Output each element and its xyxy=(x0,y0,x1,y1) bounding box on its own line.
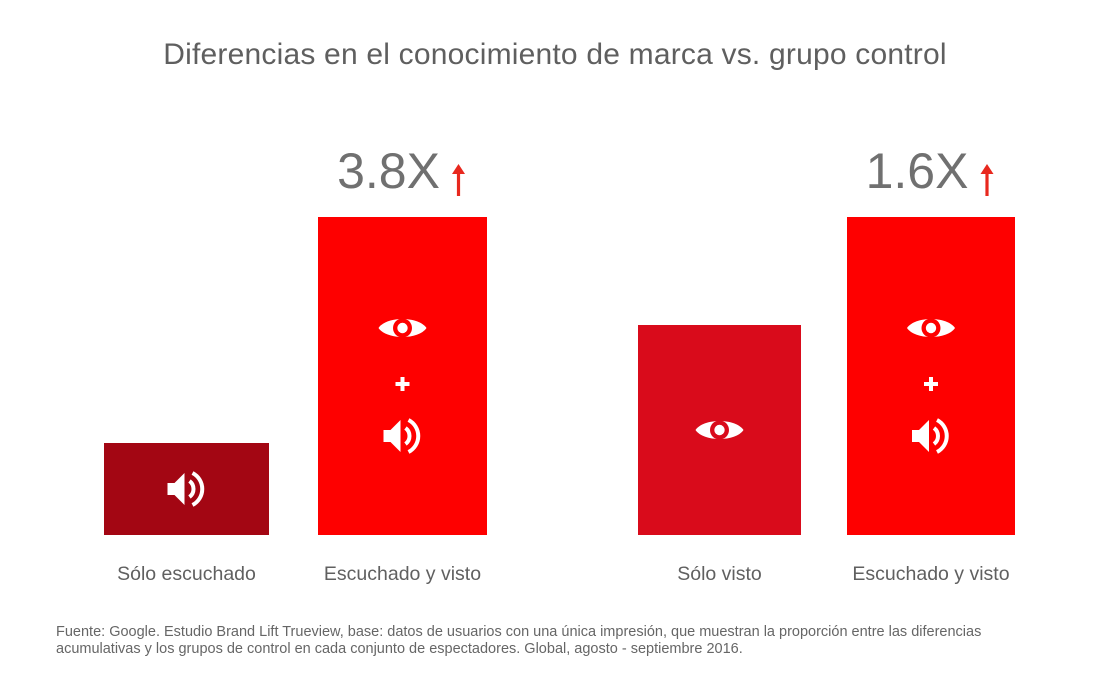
bar xyxy=(104,443,269,535)
speaker-icon xyxy=(167,471,205,507)
multiplier-label: 1.6X xyxy=(866,143,969,199)
eye-icon xyxy=(907,318,955,338)
eye-icon xyxy=(695,420,744,440)
up-arrow-icon xyxy=(452,164,465,196)
bar-group xyxy=(638,325,801,535)
bar-group xyxy=(104,443,269,535)
bar xyxy=(847,217,1015,535)
bar-group xyxy=(318,217,487,535)
multiplier-label: 3.8X xyxy=(337,143,440,199)
up-arrow-icon xyxy=(980,164,994,196)
source-footnote: Fuente: Google. Estudio Brand Lift Truev… xyxy=(56,624,982,657)
speaker-icon xyxy=(912,418,949,454)
eye-icon xyxy=(378,318,427,338)
category-label: Escuchado y visto xyxy=(852,563,1009,585)
bar-group xyxy=(847,217,1015,535)
category-label: Sólo escuchado xyxy=(117,563,256,585)
category-label: Sólo visto xyxy=(677,563,762,585)
category-label: Escuchado y visto xyxy=(324,563,481,585)
plus-icon xyxy=(924,377,938,391)
plus-icon xyxy=(395,377,410,391)
speaker-icon xyxy=(383,418,421,454)
chart-title: Diferencias en el conocimiento de marca … xyxy=(163,38,947,71)
bar xyxy=(318,217,487,535)
